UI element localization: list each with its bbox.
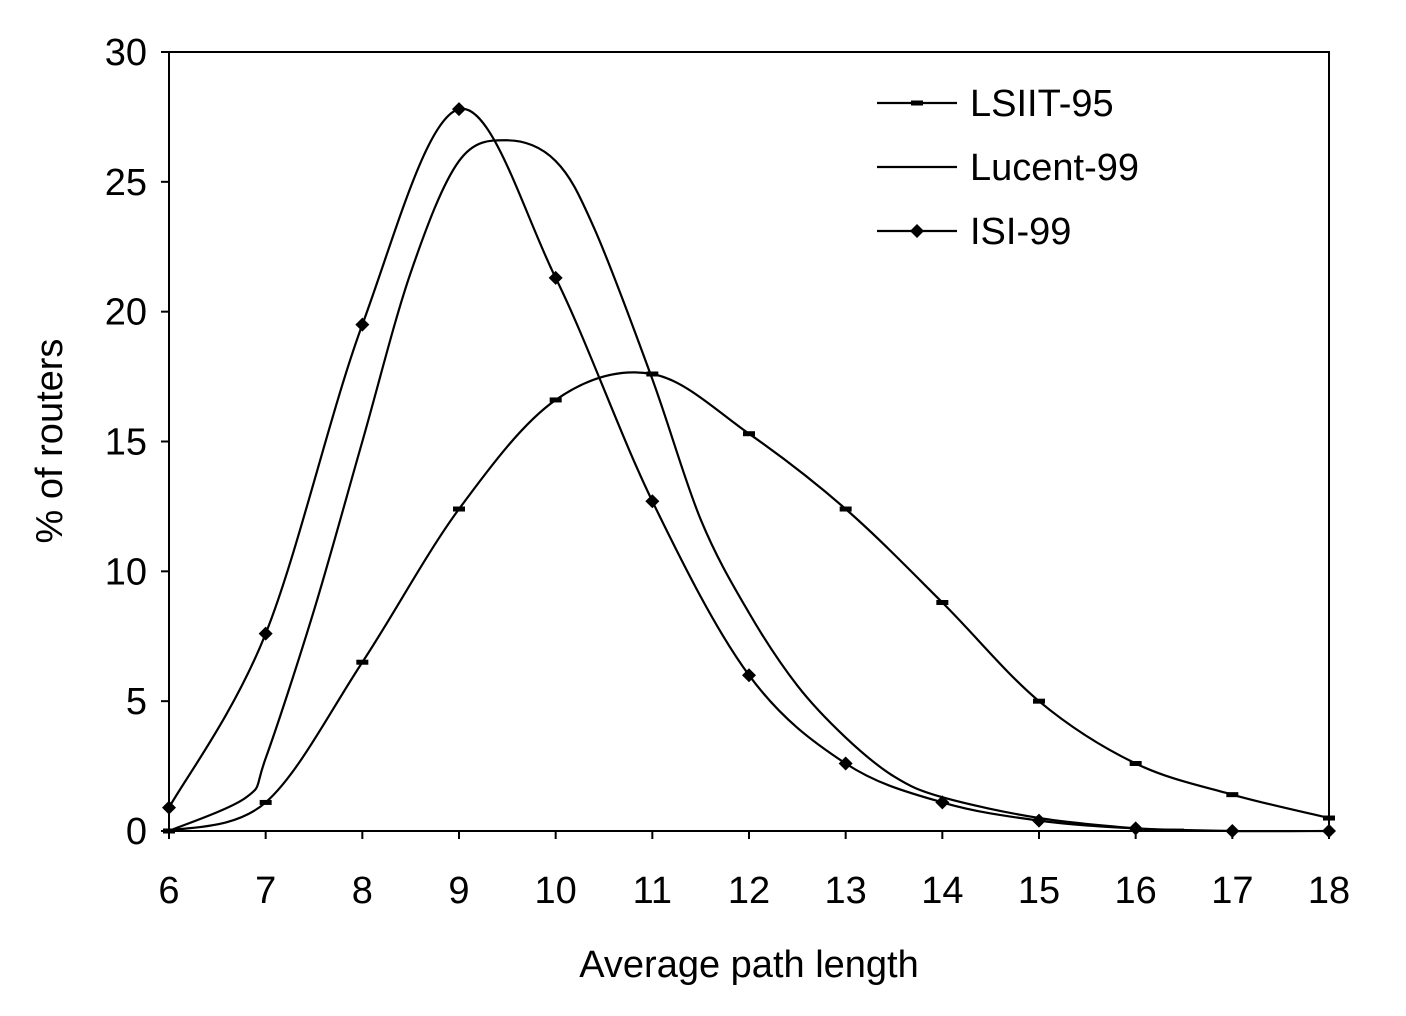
x-tick-label: 7: [255, 870, 276, 912]
data-point: [1322, 824, 1336, 838]
x-tick-label: 12: [728, 870, 770, 912]
x-tick-label: 8: [352, 870, 373, 912]
data-point: [743, 431, 755, 437]
data-point: [1226, 792, 1239, 798]
series-line: [168, 371, 1330, 833]
data-point: [1033, 698, 1045, 704]
data-point: [1225, 824, 1240, 838]
data-point: [258, 626, 273, 641]
y-tick-label: 0: [126, 811, 147, 853]
data-point: [646, 371, 659, 377]
series-line: [168, 108, 1330, 833]
legend: LSIIT-95 Lucent-99 ISI-99: [877, 83, 1139, 253]
series-lucent-99: [168, 139, 1185, 833]
x-tick-label: 13: [825, 870, 867, 912]
data-point: [356, 659, 369, 665]
data-point: [259, 799, 272, 805]
y-axis-title: % of routers: [29, 339, 71, 544]
data-point: [452, 102, 466, 117]
data-point: [1032, 813, 1046, 828]
x-tick-label: 18: [1308, 870, 1350, 912]
data-point: [453, 506, 465, 512]
y-tick-label: 20: [105, 292, 147, 334]
series-layer: [162, 102, 1336, 838]
legend-marker: [911, 100, 923, 106]
x-tick-label: 9: [448, 870, 469, 912]
y-tick-label: 25: [105, 162, 147, 204]
y-tick-label: 5: [126, 681, 147, 723]
data-point: [162, 800, 176, 815]
data-point: [935, 795, 950, 810]
data-point: [1129, 760, 1142, 766]
x-tick-label: 10: [535, 870, 577, 912]
y-tick-label: 30: [105, 32, 147, 74]
legend-marker: [910, 224, 924, 238]
x-tick-label: 6: [158, 870, 179, 912]
data-point: [1323, 815, 1335, 821]
data-point: [355, 317, 370, 332]
x-tick-label: 14: [921, 870, 963, 912]
y-axis-ticks: 0 5 10 15 20 25 30: [105, 32, 169, 853]
legend-label: Lucent-99: [970, 147, 1139, 189]
legend-label: LSIIT-95: [970, 83, 1114, 125]
series-lsiit-95: [163, 371, 1335, 834]
legend-item: ISI-99: [877, 211, 1071, 253]
x-tick-label: 11: [633, 870, 672, 912]
y-tick-label: 15: [105, 422, 147, 464]
data-point: [549, 397, 562, 403]
legend-item: Lucent-99: [877, 147, 1139, 189]
x-tick-label: 17: [1211, 870, 1253, 912]
data-point: [645, 494, 660, 509]
data-point: [1128, 821, 1143, 836]
series-line: [168, 139, 1185, 833]
x-tick-label: 15: [1018, 870, 1060, 912]
legend-item: LSIIT-95: [877, 83, 1114, 125]
data-point: [839, 506, 852, 512]
data-point: [742, 668, 756, 683]
x-axis-ticks: 6 7 8 9 10 11 12 13 14 15 16 17 18: [158, 831, 1350, 912]
data-point: [838, 756, 853, 771]
series-isi-99: [162, 102, 1336, 838]
x-tick-label: 16: [1115, 870, 1157, 912]
y-tick-label: 10: [105, 551, 147, 593]
plot-frame: [168, 51, 1330, 832]
data-point: [548, 270, 563, 285]
x-axis-title: Average path length: [579, 944, 918, 986]
data-point: [936, 599, 949, 605]
legend-label: ISI-99: [970, 211, 1071, 253]
